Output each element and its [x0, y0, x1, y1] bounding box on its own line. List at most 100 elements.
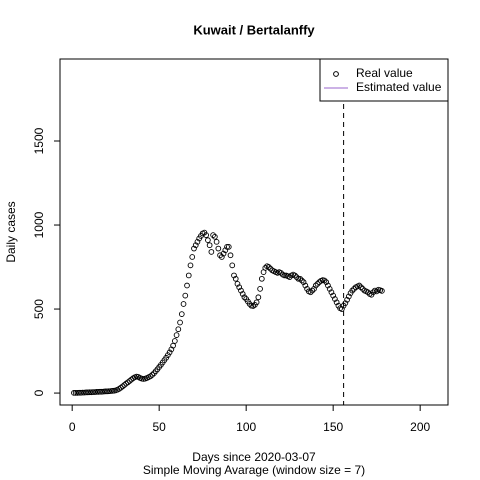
y-tick-label: 0	[32, 389, 46, 396]
point	[236, 284, 243, 291]
point	[194, 238, 201, 245]
x-tick-label: 150	[323, 420, 343, 434]
point	[344, 296, 350, 303]
point	[328, 289, 335, 296]
point	[258, 275, 265, 282]
point	[356, 282, 363, 289]
point	[345, 293, 352, 300]
x-tick-label: 0	[69, 420, 76, 434]
point	[312, 282, 319, 289]
point	[302, 282, 309, 289]
point	[281, 272, 288, 279]
point	[295, 275, 302, 282]
legend-label: Real value	[356, 66, 413, 80]
point	[325, 282, 331, 289]
point	[293, 274, 300, 280]
point	[232, 275, 239, 282]
point	[224, 244, 230, 250]
point	[171, 338, 178, 344]
point	[205, 237, 211, 244]
point	[300, 279, 307, 286]
point	[212, 233, 218, 240]
legend-label: Estimated value	[356, 80, 442, 94]
point	[187, 262, 194, 269]
point	[121, 382, 128, 388]
point	[180, 301, 187, 307]
point	[253, 299, 260, 306]
point	[227, 252, 234, 259]
point	[332, 296, 338, 302]
point	[213, 238, 220, 245]
point	[215, 245, 222, 252]
point	[314, 280, 321, 287]
point	[166, 349, 173, 356]
point	[185, 272, 192, 279]
point	[309, 287, 316, 294]
x-axis-label: Days since 2020-03-07	[192, 450, 316, 464]
point	[203, 232, 210, 238]
y-tick-label: 500	[32, 299, 46, 319]
point	[217, 252, 223, 259]
legend-symbol	[333, 71, 339, 77]
point	[257, 286, 263, 292]
y-tick-label: 1000	[32, 211, 46, 238]
point	[149, 372, 156, 378]
point	[265, 264, 272, 270]
point	[241, 294, 248, 301]
point	[370, 289, 377, 296]
point	[358, 284, 364, 291]
point	[206, 242, 213, 249]
y-axis-label: Daily cases	[4, 201, 18, 262]
point	[307, 289, 314, 296]
point	[231, 272, 237, 279]
point	[225, 244, 232, 250]
point	[147, 373, 154, 380]
point	[189, 254, 196, 260]
point	[333, 299, 340, 306]
point	[342, 300, 349, 307]
point	[173, 332, 180, 338]
point	[222, 247, 229, 254]
point	[330, 292, 337, 299]
chart-title: Kuwait / Bertalanffy	[193, 22, 315, 37]
subtitle: Simple Moving Avarage (window size = 7)	[143, 463, 365, 477]
x-tick-label: 100	[236, 420, 256, 434]
y-tick-label: 1500	[32, 127, 46, 154]
point	[191, 245, 197, 252]
point	[175, 326, 182, 333]
point	[379, 288, 385, 294]
point	[118, 384, 124, 391]
point	[210, 232, 216, 238]
x-tick-label: 50	[152, 420, 166, 434]
point	[177, 319, 183, 326]
point	[373, 288, 380, 295]
point	[218, 254, 225, 260]
point	[208, 249, 215, 255]
legend-box	[319, 58, 449, 102]
point	[123, 380, 129, 387]
point	[262, 265, 269, 271]
point	[126, 378, 133, 384]
point	[220, 250, 227, 257]
point	[255, 294, 262, 301]
point	[229, 262, 236, 269]
point	[292, 272, 298, 279]
point	[184, 282, 190, 289]
point	[238, 287, 244, 294]
point	[297, 275, 303, 282]
point	[326, 286, 333, 292]
point	[170, 342, 176, 349]
x-tick-label: 200	[410, 420, 430, 434]
point	[182, 292, 189, 299]
point	[239, 291, 246, 297]
point	[234, 280, 241, 287]
plot-box	[59, 58, 449, 406]
point	[119, 383, 126, 390]
point	[311, 286, 317, 292]
point	[298, 277, 305, 284]
point	[349, 287, 356, 294]
point	[321, 277, 328, 284]
point	[178, 311, 185, 317]
point	[192, 242, 199, 249]
